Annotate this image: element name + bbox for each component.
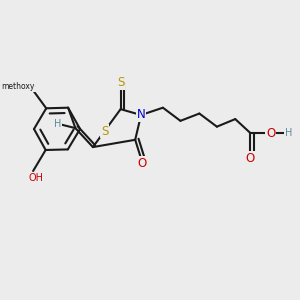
Text: S: S bbox=[117, 76, 124, 89]
Text: O: O bbox=[266, 127, 275, 140]
Text: S: S bbox=[101, 124, 108, 137]
Text: O: O bbox=[246, 152, 255, 165]
Text: OH: OH bbox=[28, 173, 44, 183]
Text: H: H bbox=[285, 128, 292, 138]
Text: methoxy: methoxy bbox=[1, 82, 34, 91]
Text: O: O bbox=[28, 82, 35, 92]
Text: O: O bbox=[138, 157, 147, 169]
Text: H: H bbox=[54, 119, 61, 129]
Text: N: N bbox=[137, 109, 146, 122]
